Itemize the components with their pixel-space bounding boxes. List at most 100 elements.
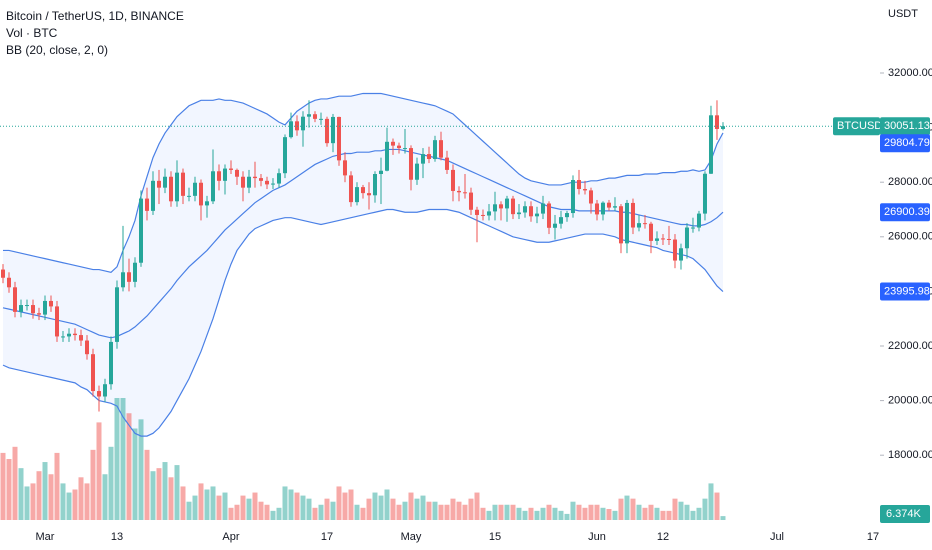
candle-body — [312, 114, 317, 119]
plot-area — [0, 92, 726, 520]
candle-body — [240, 176, 245, 188]
volume-bar — [630, 498, 636, 520]
candle-body — [276, 173, 281, 184]
candle-body — [636, 223, 641, 228]
volume-bar — [624, 495, 630, 520]
candle-body — [120, 272, 125, 288]
bb-line — [2, 208, 724, 437]
volume-bar — [708, 483, 714, 520]
volume-bar — [294, 492, 300, 520]
volume-bar — [0, 452, 6, 520]
volume-bar — [456, 501, 462, 520]
candle-body — [174, 172, 179, 202]
candle-body — [324, 118, 329, 144]
y-tick-label: 18000.00 — [888, 449, 932, 461]
volume-bar — [582, 507, 588, 520]
volume-bar — [330, 501, 336, 520]
volume-bar — [336, 486, 342, 520]
candle-body — [666, 238, 671, 240]
candle-body — [498, 204, 503, 209]
volume-bar — [282, 486, 288, 520]
volume-bar — [24, 486, 30, 520]
volume-bar — [108, 446, 114, 520]
candle-body — [372, 174, 377, 196]
volume-bar — [180, 486, 186, 520]
candle-body — [564, 213, 569, 218]
x-tick-label: Apr — [222, 531, 239, 543]
candle-body — [708, 115, 713, 174]
volume-bar — [690, 510, 696, 520]
volume-bar — [258, 501, 264, 520]
candle-body — [132, 262, 137, 282]
candle-body — [330, 116, 335, 144]
candle-body — [180, 172, 185, 196]
candle-body — [108, 341, 113, 385]
candle-body — [600, 202, 605, 215]
volume-bar — [408, 492, 414, 520]
candle-body — [168, 176, 173, 202]
volume-bar — [480, 507, 486, 520]
candle-body — [432, 140, 437, 159]
candle-body — [66, 333, 71, 337]
candle-body — [252, 176, 257, 179]
volume-bar — [414, 498, 420, 520]
volume-bar — [144, 449, 150, 520]
volume-bar — [234, 504, 240, 520]
candle-body — [18, 305, 23, 312]
candle-body — [114, 287, 119, 342]
price-tag-label: 26900.39 — [884, 206, 930, 218]
candle-body — [306, 114, 311, 117]
candle-body — [420, 154, 425, 164]
volume-bar — [186, 501, 192, 520]
candle-body — [348, 175, 353, 203]
volume-bar — [372, 492, 378, 520]
candle-body — [48, 300, 53, 307]
volume-bar — [384, 489, 390, 520]
volume-bar — [516, 507, 522, 520]
volume-bar — [162, 462, 168, 520]
candle-body — [672, 239, 677, 261]
volume-bar — [648, 504, 654, 520]
volume-bar — [702, 498, 708, 520]
candle-body — [438, 140, 443, 158]
volume-bar — [618, 498, 624, 520]
volume-bar — [432, 501, 438, 520]
candle-body — [606, 202, 611, 208]
candle-body — [612, 206, 617, 208]
candle-body — [144, 198, 149, 211]
price-tag — [880, 282, 930, 301]
candle-body — [246, 176, 251, 188]
volume-bar — [498, 504, 504, 520]
candle-body — [96, 391, 101, 397]
candle-body — [582, 189, 587, 191]
volume-bar — [510, 504, 516, 520]
volume-bar — [570, 501, 576, 520]
volume-bar — [270, 510, 276, 520]
volume-bar — [438, 504, 444, 520]
volume-bar — [138, 419, 144, 520]
candle-body — [390, 141, 395, 146]
volume-bar — [48, 474, 54, 520]
x-tick-label: 17 — [867, 531, 879, 543]
volume-bar — [366, 498, 372, 520]
candle-body — [510, 198, 515, 215]
price-tag-label: 23995.98 — [884, 285, 930, 297]
candle-body — [342, 160, 347, 176]
candle-body — [522, 206, 527, 213]
volume-bar — [198, 483, 204, 520]
volume-bar — [660, 510, 666, 520]
candle-body — [378, 170, 383, 175]
volume-bar — [12, 446, 18, 520]
indicator-legend: BB (20, close, 2, 0) — [6, 43, 108, 57]
candle-body — [450, 169, 455, 191]
volume-bar — [642, 507, 648, 520]
candle-body — [714, 115, 719, 129]
candle-body — [444, 157, 449, 170]
candle-body — [402, 148, 407, 150]
candle-body — [150, 180, 155, 211]
candle-body — [486, 211, 491, 216]
candle-body — [264, 180, 269, 185]
axis-unit: USDT — [888, 8, 918, 20]
candle-body — [474, 209, 479, 215]
